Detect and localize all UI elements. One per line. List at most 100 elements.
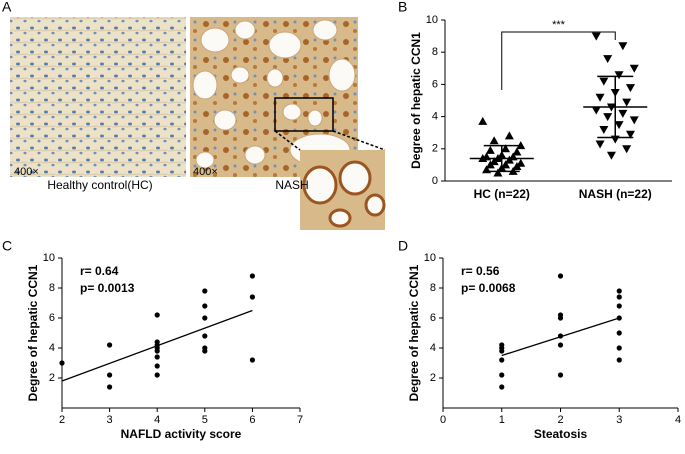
point (616, 288, 622, 294)
stat-annotation: r= 0.64 (80, 264, 119, 278)
y-tick-label: 8 (430, 282, 436, 294)
point (591, 106, 601, 115)
y-axis-label: Degree of hepatic CCN1 (407, 264, 421, 401)
point (202, 333, 208, 339)
hc-image (10, 17, 186, 177)
point (202, 303, 208, 309)
point (606, 151, 616, 160)
y-tick-label: 8 (432, 46, 438, 58)
point (595, 140, 605, 149)
x-tick-label: 0 (440, 414, 446, 426)
point (107, 342, 113, 348)
point (616, 357, 622, 363)
x-tick-label: NASH (n=22) (579, 187, 652, 201)
point (616, 294, 622, 300)
point (154, 363, 160, 369)
point (493, 168, 503, 177)
point (599, 125, 609, 134)
point (154, 372, 160, 378)
stat-annotation: p= 0.0013 (80, 281, 135, 295)
x-tick-label: 5 (202, 414, 208, 426)
point (154, 348, 160, 354)
significance-label: *** (552, 19, 566, 31)
y-tick-label: 6 (49, 312, 55, 324)
y-tick-label: 6 (432, 78, 438, 90)
point (616, 303, 622, 309)
point (591, 32, 601, 41)
point (154, 354, 160, 360)
x-tick-label: 2 (59, 414, 65, 426)
panel-label: C (2, 238, 12, 254)
point (616, 345, 622, 351)
y-tick-label: 10 (424, 252, 436, 264)
significance-bracket (501, 31, 616, 90)
point (107, 384, 113, 390)
point (485, 145, 495, 154)
y-tick-label: 6 (430, 312, 436, 324)
point (625, 84, 635, 93)
panel-label: B (398, 0, 407, 15)
magnification: 400× (14, 166, 39, 178)
stat-annotation: p= 0.0068 (461, 281, 516, 295)
magnification: 400× (193, 166, 218, 178)
point (489, 136, 499, 145)
point (249, 294, 255, 300)
point (629, 116, 639, 125)
panel-label: A (2, 0, 12, 15)
point (202, 348, 208, 354)
x-tick-label: 7 (297, 414, 303, 426)
y-tick-label: 10 (43, 252, 55, 264)
y-tick-label: 4 (430, 342, 436, 354)
panel-a: A 400× 400× Healthy control(HC) NASH (2, 0, 386, 230)
point (603, 113, 613, 122)
y-tick-label: 10 (426, 14, 438, 26)
y-tick-label: 4 (432, 111, 438, 123)
point (249, 357, 255, 363)
y-axis-label: Degree of hepatic CCN1 (409, 32, 423, 169)
point (622, 145, 632, 154)
point (557, 273, 564, 279)
image-caption: Healthy control(HC) (47, 178, 152, 192)
point (59, 360, 65, 366)
y-tick-label: 4 (49, 342, 55, 354)
point (618, 42, 628, 51)
x-tick-label: 4 (154, 414, 160, 426)
point (512, 147, 522, 156)
inset-vacuoles (302, 160, 386, 228)
point (512, 162, 522, 171)
y-axis-label: Degree of hepatic CCN1 (26, 264, 40, 401)
point (616, 330, 622, 336)
point (107, 372, 113, 378)
x-tick-label: 1 (499, 414, 505, 426)
image-caption: NASH (275, 178, 308, 192)
x-tick-label: 3 (107, 414, 113, 426)
point (595, 93, 605, 102)
zoom-box (274, 97, 334, 132)
point (557, 342, 564, 348)
zoom-line (274, 130, 301, 151)
point (516, 141, 526, 150)
x-axis-label: NAFLD activity score (121, 427, 242, 441)
x-tick-label: HC (n=22) (474, 187, 530, 201)
x-tick-label: 2 (557, 414, 563, 426)
stat-annotation: r= 0.56 (461, 264, 500, 278)
zoom-line (332, 130, 386, 151)
point (614, 71, 624, 80)
x-tick-label: 6 (249, 414, 255, 426)
point (504, 155, 514, 164)
point (599, 77, 609, 86)
y-tick-label: 8 (49, 282, 55, 294)
point (557, 372, 564, 378)
point (478, 116, 488, 125)
point (557, 315, 564, 321)
point (504, 131, 514, 140)
point (501, 144, 511, 153)
x-tick-label: 4 (675, 414, 681, 426)
point (499, 348, 505, 354)
point (499, 357, 505, 363)
y-tick-label: 2 (432, 143, 438, 155)
y-tick-label: 2 (49, 372, 55, 384)
point (622, 98, 632, 107)
point (249, 273, 255, 279)
